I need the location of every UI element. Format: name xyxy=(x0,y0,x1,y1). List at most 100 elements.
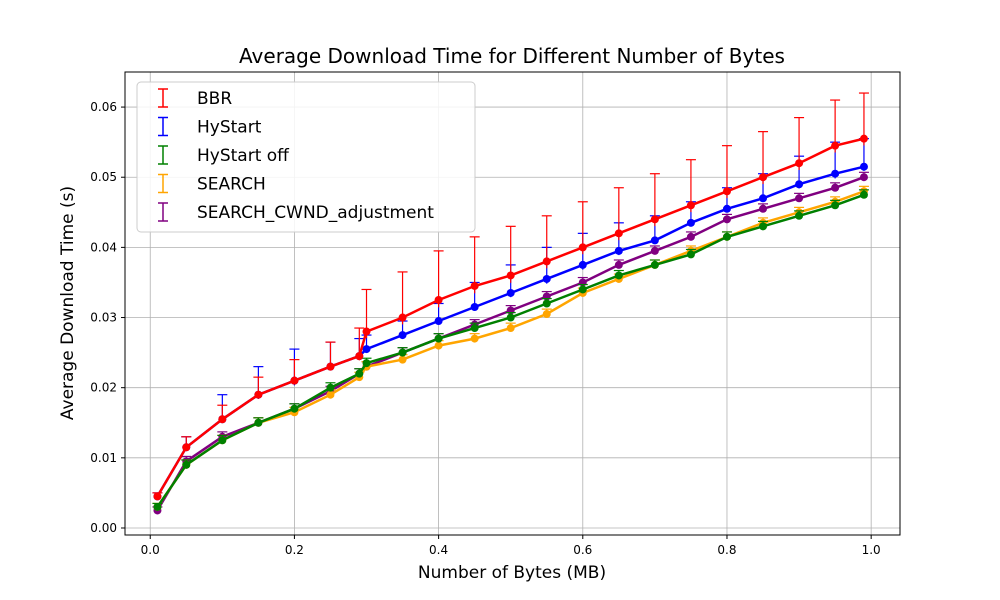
data-point xyxy=(722,204,731,213)
data-point xyxy=(614,229,623,238)
series-hystart-off xyxy=(152,189,869,511)
data-point xyxy=(578,260,587,269)
y-tick-label: 0.04 xyxy=(90,240,117,254)
data-point xyxy=(578,285,587,294)
data-point xyxy=(326,390,335,399)
data-point xyxy=(362,359,371,368)
data-point xyxy=(506,288,515,297)
data-point xyxy=(398,348,407,357)
data-point xyxy=(831,183,840,192)
y-tick-label: 0.01 xyxy=(90,451,117,465)
legend-label: BBR xyxy=(197,89,232,109)
x-tick-label: 0.2 xyxy=(285,543,304,557)
data-point xyxy=(542,310,551,319)
data-point xyxy=(434,295,443,304)
data-point xyxy=(470,281,479,290)
data-point xyxy=(398,331,407,340)
data-point xyxy=(650,215,659,224)
x-axis-title: Number of Bytes (MB) xyxy=(418,563,606,583)
data-point xyxy=(542,257,551,266)
series-line xyxy=(156,137,865,498)
y-axis-title: Average Download Time (s) xyxy=(58,186,78,420)
data-point xyxy=(722,232,731,241)
x-axis: 0.0 0.2 0.4 0.6 0.8 1.0 xyxy=(141,535,881,557)
data-point xyxy=(434,317,443,326)
y-tick-label: 0.05 xyxy=(90,170,117,184)
data-point xyxy=(759,173,768,182)
chart-title: Average Download Time for Different Numb… xyxy=(239,44,785,68)
series-layer xyxy=(152,92,869,515)
series-line xyxy=(156,193,865,508)
data-point xyxy=(759,194,768,203)
legend-label: SEARCH_CWND_adjustment xyxy=(197,203,434,223)
x-tick-label: 0.6 xyxy=(573,543,592,557)
data-point xyxy=(859,173,868,182)
data-point xyxy=(650,260,659,269)
data-point xyxy=(722,215,731,224)
data-point xyxy=(290,404,299,413)
y-tick-label: 0.03 xyxy=(90,311,117,325)
data-point xyxy=(470,324,479,333)
data-point xyxy=(859,190,868,199)
y-tick-label: 0.06 xyxy=(90,100,117,114)
x-tick-label: 0.8 xyxy=(717,543,736,557)
data-point xyxy=(831,201,840,210)
y-tick-label: 0.02 xyxy=(90,381,117,395)
data-point xyxy=(506,313,515,322)
data-point xyxy=(831,141,840,150)
data-point xyxy=(434,341,443,350)
legend-label: HyStart off xyxy=(197,146,290,166)
data-point xyxy=(795,194,804,203)
data-point xyxy=(859,134,868,143)
legend-box xyxy=(136,81,476,233)
data-point xyxy=(470,303,479,312)
legend: BBR HyStart HyStart off SEARCH SEARCH_CWND_a… xyxy=(136,81,476,233)
data-point xyxy=(542,299,551,308)
data-point xyxy=(254,418,263,427)
data-point xyxy=(182,443,191,452)
x-tick-label: 0.4 xyxy=(429,543,448,557)
series-line xyxy=(156,190,865,508)
data-point xyxy=(686,201,695,210)
series-bbr xyxy=(152,92,869,501)
data-point xyxy=(506,271,515,280)
x-tick-label: 1.0 xyxy=(862,543,881,557)
data-point xyxy=(470,334,479,343)
data-point xyxy=(686,250,695,259)
data-point xyxy=(218,415,227,424)
data-point xyxy=(795,159,804,168)
legend-label: SEARCH xyxy=(197,175,266,195)
x-tick-label: 0.0 xyxy=(141,543,160,557)
data-point xyxy=(542,274,551,283)
data-point xyxy=(759,222,768,231)
data-point xyxy=(614,271,623,280)
data-point xyxy=(614,260,623,269)
plot-frame xyxy=(124,71,901,536)
legend-label: HyStart xyxy=(197,118,262,138)
data-point xyxy=(355,369,364,378)
data-point xyxy=(434,334,443,343)
data-point xyxy=(686,218,695,227)
data-point xyxy=(355,352,364,361)
data-point xyxy=(326,362,335,371)
data-point xyxy=(614,246,623,255)
data-point xyxy=(795,211,804,220)
data-point xyxy=(686,232,695,241)
data-point xyxy=(506,324,515,333)
data-point xyxy=(254,390,263,399)
data-point xyxy=(218,436,227,445)
data-point xyxy=(362,327,371,336)
data-point xyxy=(831,169,840,178)
data-point xyxy=(650,246,659,255)
data-point xyxy=(759,204,768,213)
data-point xyxy=(722,187,731,196)
y-axis: 0.00 0.01 0.02 0.03 0.04 0.05 0.06 xyxy=(90,100,125,535)
data-point xyxy=(650,236,659,245)
data-point xyxy=(153,502,162,511)
y-tick-label: 0.00 xyxy=(90,521,117,535)
data-point xyxy=(362,345,371,354)
data-point xyxy=(290,376,299,385)
data-point xyxy=(182,460,191,469)
data-point xyxy=(795,180,804,189)
